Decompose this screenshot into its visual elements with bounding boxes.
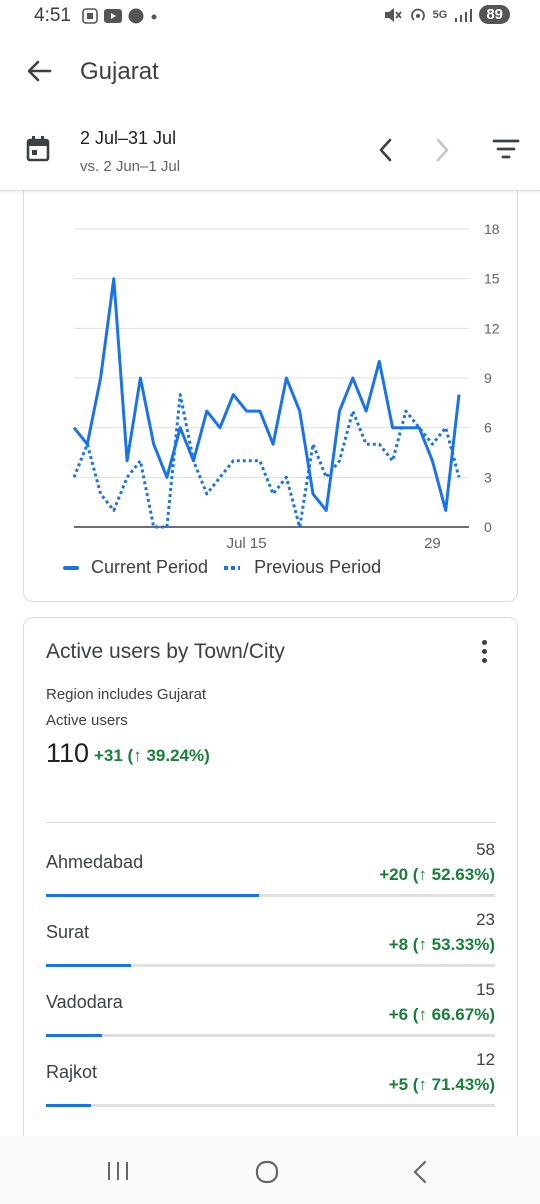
city-value: 15	[476, 980, 495, 999]
y-tick-label: 0	[484, 519, 492, 535]
city-value: 12	[476, 1050, 495, 1069]
metric-value: 110	[46, 738, 90, 768]
battery-level: 89	[479, 5, 510, 24]
app-icon	[128, 8, 144, 24]
y-tick-label: 6	[484, 420, 492, 436]
share-bar-fill	[46, 964, 132, 967]
line-chart-card: 0 3 6 9 12 15 18 Jul 15 29 Current Period Previo…	[23, 150, 518, 602]
notification-icons	[82, 8, 158, 24]
calendar-icon[interactable]	[26, 136, 50, 162]
network-type: 5G	[432, 8, 448, 21]
legend-label-previous: Previous Period	[254, 557, 382, 577]
share-bar-track	[46, 964, 495, 967]
table-row[interactable]: Ahmedabad 58 +20 (↑ 52.63%)	[46, 826, 495, 897]
share-bar-fill	[46, 1034, 103, 1037]
active-users-by-city-card: Active users by Town/City Region include…	[23, 617, 518, 1159]
city-name: Ahmedabad	[46, 852, 144, 872]
share-bar-track	[46, 1104, 495, 1107]
share-bar-fill	[46, 894, 260, 897]
metric-change: +31 (↑ 39.24%)	[94, 746, 210, 765]
system-icons: 5G 89	[383, 5, 510, 24]
share-bar-track	[46, 1034, 495, 1037]
date-range-bar: 2 Jul–31 Jul vs. 2 Jun–1 Jul	[0, 112, 540, 191]
system-nav-bar	[0, 1136, 540, 1204]
table-row[interactable]: Surat 23 +8 (↑ 53.33%)	[46, 896, 495, 967]
status-bar: 4:51 5G 89	[0, 0, 540, 34]
screenshot-icon	[82, 8, 98, 24]
date-range-primary[interactable]: 2 Jul–31 Jul	[80, 128, 177, 148]
home-icon[interactable]	[255, 1160, 281, 1184]
divider	[46, 822, 495, 823]
more-vert-icon[interactable]	[476, 640, 492, 668]
y-tick-label: 12	[484, 320, 500, 336]
city-value: 58	[476, 840, 495, 859]
x-tick-label: 29	[424, 535, 441, 552]
hotspot-icon	[410, 8, 425, 21]
more-dot-icon	[151, 14, 157, 20]
city-name: Vadodara	[46, 992, 123, 1012]
filter-icon[interactable]	[492, 138, 520, 160]
share-bar-track	[46, 894, 495, 897]
legend-swatch-previous	[224, 565, 241, 570]
date-range-comparison: vs. 2 Jun–1 Jul	[80, 158, 181, 175]
chevron-right-icon[interactable]	[430, 136, 454, 164]
city-change: +5 (↑ 71.43%)	[388, 1075, 495, 1094]
table-row[interactable]: Rajkot 12 +5 (↑ 71.43%)	[46, 1036, 495, 1107]
region-note: Region includes Gujarat	[46, 686, 207, 703]
status-time: 4:51	[34, 5, 71, 26]
recents-icon[interactable]	[106, 1160, 130, 1182]
city-value: 23	[476, 910, 495, 929]
y-tick-label: 9	[484, 370, 492, 386]
app-bar: Gujarat	[0, 40, 540, 104]
page-title: Gujarat	[80, 58, 159, 85]
y-tick-label: 18	[484, 221, 500, 237]
chart-legend: Current Period Previous Period	[63, 557, 381, 578]
nav-back-icon[interactable]	[410, 1160, 430, 1184]
legend-swatch-current	[63, 565, 79, 570]
series-line-previous	[72, 393, 461, 529]
y-tick-label: 3	[484, 469, 492, 485]
x-tick-label: Jul 15	[227, 535, 267, 552]
city-name: Surat	[46, 922, 90, 942]
legend-label-current: Current Period	[91, 557, 209, 577]
city-change: +8 (↑ 53.33%)	[388, 935, 495, 954]
arrow-left-icon[interactable]	[24, 56, 54, 86]
metric-label: Active users	[46, 712, 128, 729]
city-change: +6 (↑ 66.67%)	[388, 1005, 495, 1024]
card-title: Active users by Town/City	[46, 640, 285, 663]
youtube-icon	[104, 9, 122, 23]
table-row[interactable]: Vadodara 15 +6 (↑ 66.67%)	[46, 966, 495, 1037]
signal-icon	[455, 8, 473, 22]
series-line-current	[72, 277, 461, 512]
city-name: Rajkot	[46, 1062, 98, 1082]
line-chart: 0 3 6 9 12 15 18 Jul 15 29	[72, 221, 500, 552]
mute-icon	[384, 7, 402, 22]
y-tick-label: 15	[484, 271, 500, 287]
city-change: +20 (↑ 52.63%)	[379, 865, 495, 884]
chevron-left-icon[interactable]	[374, 136, 398, 164]
share-bar-fill	[46, 1104, 91, 1107]
